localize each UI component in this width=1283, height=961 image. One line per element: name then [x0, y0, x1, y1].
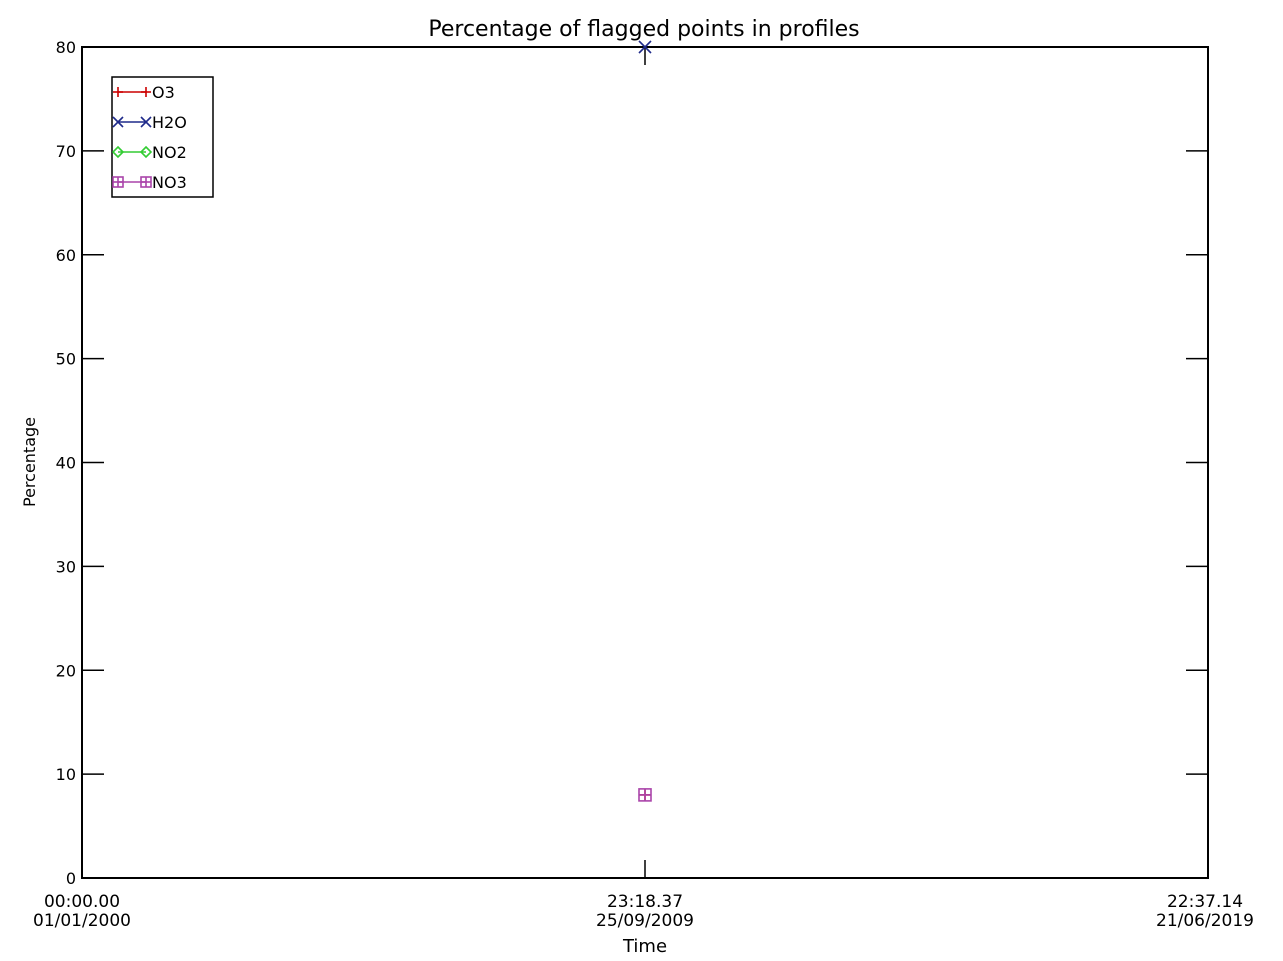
legend-marker [112, 116, 124, 128]
legend-marker [113, 87, 123, 97]
chart-title: Percentage of flagged points in profiles [428, 17, 859, 42]
y-tick-label: 50 [56, 350, 76, 369]
y-tick-label: 40 [56, 454, 76, 473]
legend: O3 H2O NO2 NO3 [111, 76, 214, 198]
y-tick-label: 30 [56, 557, 76, 576]
y-axis-ticks: 0 10 20 30 40 50 60 70 80 [56, 38, 1208, 888]
legend-item-o3: O3 [113, 83, 175, 102]
legend-label: H2O [152, 113, 187, 132]
legend-item-h2o: H2O [112, 113, 187, 132]
legend-label: NO3 [152, 173, 187, 192]
y-axis-label: Percentage [20, 417, 39, 507]
legend-box [111, 76, 214, 198]
x-tick-label-date: 25/09/2009 [596, 911, 694, 931]
y-tick-label: 60 [56, 246, 76, 265]
legend-label: NO2 [152, 143, 187, 162]
y-tick-label: 20 [56, 661, 76, 680]
legend-marker [141, 87, 151, 97]
x-tick-label-date: 01/01/2000 [33, 911, 131, 931]
x-tick-label-time: 23:18.37 [607, 892, 683, 912]
data-point-no3 [638, 788, 652, 802]
legend-marker [140, 116, 152, 128]
plot-area [81, 46, 1209, 879]
legend-marker [139, 145, 153, 159]
legend-marker [140, 176, 152, 188]
legend-label: O3 [152, 83, 175, 102]
y-tick-label: 10 [56, 765, 76, 784]
data-marks [638, 40, 652, 802]
x-tick-label-time: 00:00.00 [44, 892, 120, 912]
legend-item-no3: NO3 [112, 173, 187, 192]
y-tick-label: 70 [56, 142, 76, 161]
data-point-h2o [638, 40, 652, 54]
x-tick-label-time: 22:37.14 [1167, 892, 1243, 912]
legend-marker [112, 176, 124, 188]
y-tick-label: 80 [56, 38, 76, 57]
y-tick-label: 0 [66, 869, 76, 888]
legend-item-no2: NO2 [111, 143, 187, 162]
legend-marker [111, 145, 125, 159]
x-tick-label-date: 21/06/2019 [1156, 911, 1254, 931]
x-axis-label: Time [622, 936, 667, 957]
